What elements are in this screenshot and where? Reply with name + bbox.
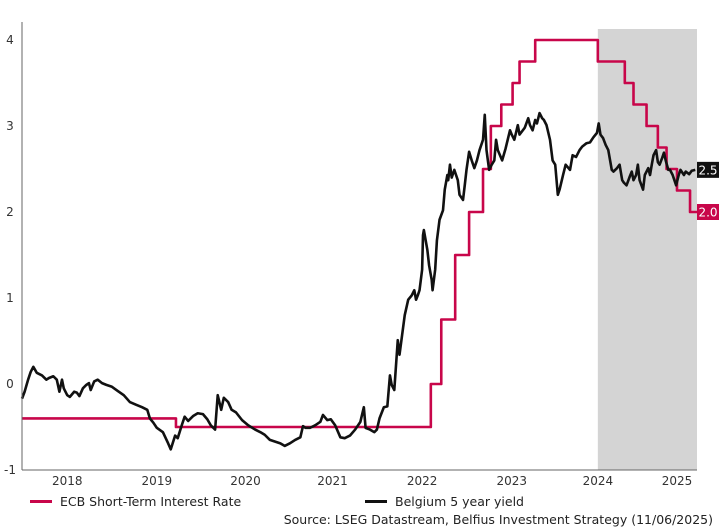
x-tick-label: 2025 bbox=[662, 474, 693, 488]
x-tick-label: 2024 bbox=[583, 474, 614, 488]
end-label-box bbox=[697, 161, 719, 178]
shaded-period bbox=[597, 29, 697, 470]
end-label-value: 2.5 bbox=[698, 163, 717, 177]
legend-label-belgium: Belgium 5 year yield bbox=[395, 494, 524, 509]
series-line-ecb-rate bbox=[22, 38, 697, 429]
source-note: Source: LSEG Datastream, Belfius Investm… bbox=[283, 512, 713, 527]
y-tick-label: 4 bbox=[6, 33, 14, 47]
legend-item-belgium: Belgium 5 year yield bbox=[365, 494, 524, 509]
end-label-box bbox=[697, 204, 719, 220]
x-tick-label: 2018 bbox=[52, 474, 83, 488]
y-tick-label: 3 bbox=[6, 119, 14, 133]
y-tick-label: -1 bbox=[4, 463, 16, 477]
x-tick-label: 2020 bbox=[230, 474, 261, 488]
x-tick-label: 2022 bbox=[407, 474, 438, 488]
axes: 4 3 2 1 0 -1 2018 2019 2020 2021 2022 2023 2024 2025 bbox=[4, 22, 697, 488]
y-tick-label: 2 bbox=[6, 205, 14, 219]
legend-swatch-ecb bbox=[30, 500, 52, 503]
x-tick-label: 2021 bbox=[317, 474, 348, 488]
y-tick-label: 1 bbox=[6, 291, 14, 305]
legend-item-ecb: ECB Short-Term Interest Rate bbox=[30, 494, 241, 509]
series-line-belgium-5y-yield bbox=[20, 111, 696, 451]
shaded-region-layer bbox=[597, 29, 697, 470]
end-labels: 2.0 2.5 bbox=[697, 161, 719, 220]
series-layer bbox=[20, 38, 697, 451]
y-tick-label: 0 bbox=[6, 377, 14, 391]
end-label-belgium: 2.5 bbox=[697, 161, 719, 178]
legend-label-ecb: ECB Short-Term Interest Rate bbox=[60, 494, 242, 509]
end-label-value: 2.0 bbox=[698, 206, 717, 220]
x-tick-label: 2023 bbox=[496, 474, 527, 488]
end-label-ecb: 2.0 bbox=[697, 204, 719, 220]
x-tick-label: 2019 bbox=[142, 474, 173, 488]
legend-swatch-belgium bbox=[365, 500, 387, 503]
